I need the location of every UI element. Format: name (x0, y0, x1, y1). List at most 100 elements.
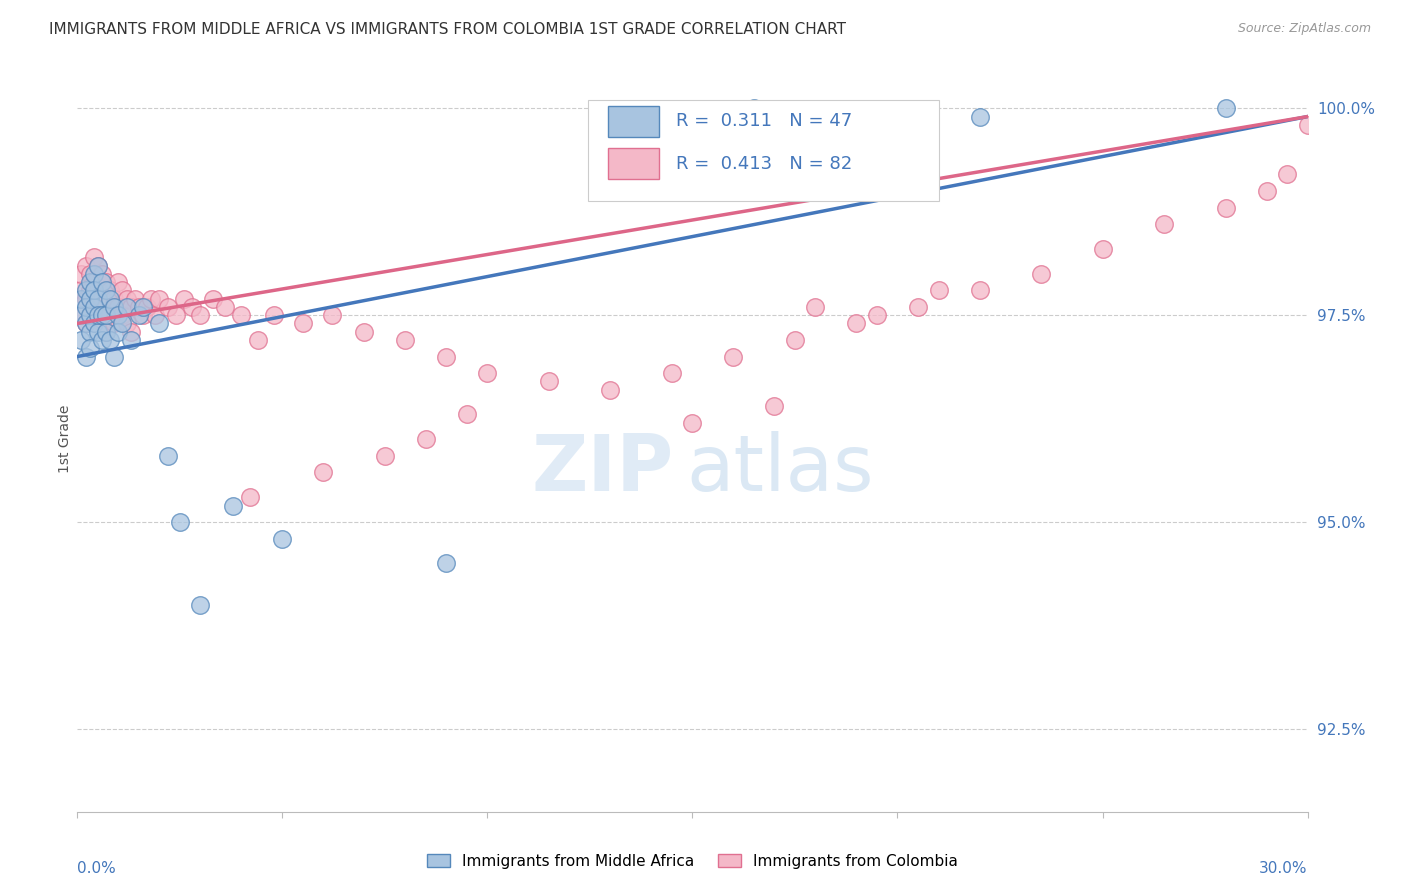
Text: IMMIGRANTS FROM MIDDLE AFRICA VS IMMIGRANTS FROM COLOMBIA 1ST GRADE CORRELATION : IMMIGRANTS FROM MIDDLE AFRICA VS IMMIGRA… (49, 22, 846, 37)
Point (87, 259, 110, 273)
Point (94, 284, 117, 298)
Point (70, 308, 93, 322)
Point (83, 284, 105, 298)
Point (83, 267, 105, 281)
Point (90, 317, 114, 331)
Point (94, 300, 117, 314)
Point (115, 292, 138, 306)
Text: R =  0.311   N = 47: R = 0.311 N = 47 (676, 112, 852, 130)
Point (148, 317, 170, 331)
Point (75, 259, 97, 273)
Point (111, 308, 134, 322)
Point (156, 449, 179, 463)
Point (115, 300, 138, 314)
Point (120, 325, 142, 339)
Point (103, 350, 125, 364)
Point (928, 284, 950, 298)
Point (79, 325, 101, 339)
Text: 0.0%: 0.0% (77, 862, 117, 876)
Point (79, 275, 101, 289)
Point (94, 325, 117, 339)
Point (181, 300, 204, 314)
Text: 30.0%: 30.0% (1260, 862, 1308, 876)
Point (98, 284, 121, 298)
Point (87, 284, 110, 298)
Point (124, 292, 146, 306)
Point (87, 308, 110, 322)
Text: Source: ZipAtlas.com: Source: ZipAtlas.com (1237, 22, 1371, 36)
Point (107, 300, 129, 314)
Point (90, 333, 114, 347)
Point (75, 317, 97, 331)
Point (1215, 101, 1237, 115)
Point (1275, 168, 1298, 182)
Point (70, 284, 93, 298)
Point (866, 308, 889, 322)
Point (103, 292, 125, 306)
Point (763, 399, 786, 413)
Point (165, 308, 187, 322)
Legend: Immigrants from Middle Africa, Immigrants from Colombia: Immigrants from Middle Africa, Immigrant… (422, 847, 963, 875)
Text: ZIP: ZIP (531, 431, 673, 508)
Point (111, 284, 134, 298)
Point (94, 325, 117, 339)
Point (907, 300, 929, 314)
Point (87, 325, 110, 339)
FancyBboxPatch shape (607, 148, 659, 179)
Point (141, 292, 163, 306)
Point (83, 275, 105, 289)
Point (239, 490, 262, 504)
Point (94, 308, 117, 322)
Point (128, 308, 150, 322)
Point (321, 308, 343, 322)
FancyBboxPatch shape (607, 105, 659, 136)
Point (845, 317, 868, 331)
Point (90, 308, 114, 322)
Point (115, 317, 138, 331)
Point (723, 350, 745, 364)
Point (120, 333, 142, 347)
Point (201, 292, 224, 306)
Point (107, 325, 129, 339)
Point (79, 292, 101, 306)
Point (436, 557, 458, 571)
Point (222, 499, 245, 513)
Point (87, 259, 110, 273)
Point (477, 366, 499, 380)
Point (70, 292, 93, 306)
Point (90, 275, 114, 289)
FancyBboxPatch shape (588, 101, 939, 201)
Point (231, 308, 253, 322)
Point (436, 350, 458, 364)
Point (83, 250, 105, 264)
Point (128, 300, 150, 314)
Point (79, 308, 101, 322)
Point (75, 284, 97, 298)
Point (415, 433, 437, 447)
Point (1215, 201, 1237, 215)
Point (111, 317, 134, 331)
Point (1153, 217, 1175, 231)
Point (70, 308, 93, 322)
Point (188, 598, 212, 612)
Point (90, 292, 114, 306)
Point (70, 333, 93, 347)
Point (682, 416, 704, 430)
Point (79, 267, 101, 281)
Point (103, 317, 125, 331)
Point (87, 292, 110, 306)
Point (75, 350, 97, 364)
Point (120, 300, 142, 314)
Point (246, 333, 269, 347)
Point (291, 317, 314, 331)
Point (79, 284, 101, 298)
Point (1296, 118, 1319, 132)
Point (143, 308, 166, 322)
Point (271, 532, 294, 546)
Point (103, 300, 125, 314)
Point (83, 317, 105, 331)
Point (1256, 184, 1278, 198)
Point (148, 292, 170, 306)
Point (804, 300, 827, 314)
Point (79, 308, 101, 322)
